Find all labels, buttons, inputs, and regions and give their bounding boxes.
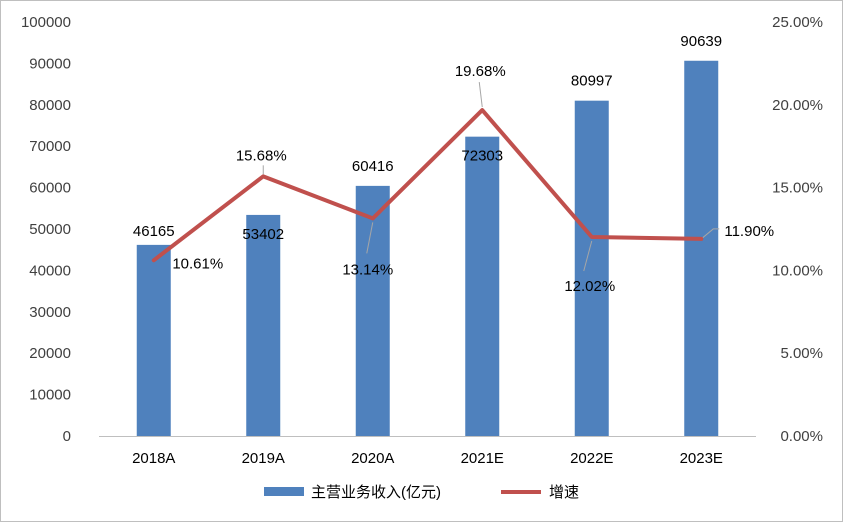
- x-tick-label: 2023E: [680, 450, 723, 467]
- x-tick-label: 2020A: [351, 450, 394, 467]
- growth-value-label: 12.02%: [564, 278, 615, 295]
- bar-value-label: 46165: [133, 223, 175, 240]
- bar-2018A: [136, 244, 171, 436]
- growth-label-leader-line: [700, 228, 720, 240]
- legend: 主营业务收入(亿元) 增速: [264, 484, 579, 501]
- growth-value-label: 15.68%: [236, 147, 287, 164]
- growth-value-label: 10.61%: [172, 255, 223, 272]
- bar-value-label: 60416: [352, 158, 394, 175]
- bar-2023E: [684, 60, 719, 436]
- y-left-tick-label: 60000: [29, 180, 71, 197]
- legend-label-revenue: 主营业务收入(亿元): [311, 484, 441, 501]
- y-right-tick-label: 20.00%: [772, 97, 823, 114]
- x-tick-label: 2018A: [132, 450, 175, 467]
- y-left-tick-label: 40000: [29, 262, 71, 279]
- legend-label-growth: 增速: [549, 484, 579, 501]
- growth-label-leader-line: [478, 82, 483, 108]
- y-left-tick-label: 0: [63, 428, 71, 445]
- y-left-tick-label: 50000: [29, 221, 71, 238]
- y-right-tick-label: 10.00%: [772, 262, 823, 279]
- bars-layer: [136, 60, 719, 436]
- bar-2022E: [574, 100, 609, 436]
- bar-value-label: 72303: [461, 148, 503, 165]
- bar-2021E: [465, 136, 500, 436]
- leader-lines: [262, 82, 720, 272]
- axes-layer: 0 10000 20000 30000 40000 50000 60000 70000 8000…: [21, 14, 823, 467]
- y-left-tick-label: 90000: [29, 55, 71, 72]
- bar-value-label: 53402: [242, 226, 284, 243]
- y-left-tick-label: 70000: [29, 138, 71, 155]
- y-right-tick-label: 5.00%: [780, 345, 823, 362]
- y-left-tick-label: 20000: [29, 345, 71, 362]
- x-tick-label: 2019A: [242, 450, 285, 467]
- data-labels-layer: 46165 53402 60416 72303 80997 90639 10.61% 15.6…: [133, 33, 774, 295]
- bar-value-label: 80997: [571, 73, 613, 90]
- x-tick-label: 2022E: [570, 450, 613, 467]
- bar-2019A: [246, 214, 281, 436]
- growth-line-layer: [151, 108, 704, 263]
- y-right-tick-label: 25.00%: [772, 14, 823, 31]
- legend-swatch-revenue: [264, 487, 304, 496]
- y-left-tick-label: 100000: [21, 14, 71, 31]
- growth-label-leader-line: [366, 222, 374, 254]
- x-tick-label: 2021E: [461, 450, 504, 467]
- growth-label-leader-line: [583, 240, 593, 272]
- growth-line: [151, 108, 704, 263]
- growth-value-label: 13.14%: [342, 261, 393, 278]
- bar-2020A: [355, 185, 390, 436]
- y-left-tick-label: 30000: [29, 304, 71, 321]
- growth-value-label: 11.90%: [724, 223, 774, 240]
- y-right-tick-label: 15.00%: [772, 180, 823, 197]
- y-left-tick-label: 80000: [29, 97, 71, 114]
- y-right-tick-label: 0.00%: [780, 428, 823, 445]
- growth-value-label: 19.68%: [455, 63, 506, 80]
- bar-value-label: 90639: [680, 33, 722, 50]
- y-left-tick-label: 10000: [29, 387, 71, 404]
